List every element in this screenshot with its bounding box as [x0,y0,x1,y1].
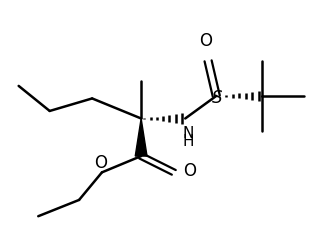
Polygon shape [135,118,147,156]
Text: O: O [184,162,196,180]
Text: S: S [212,89,222,107]
Text: H: H [183,134,194,149]
Text: O: O [199,32,212,50]
Text: O: O [94,154,107,172]
Text: N: N [183,126,194,141]
